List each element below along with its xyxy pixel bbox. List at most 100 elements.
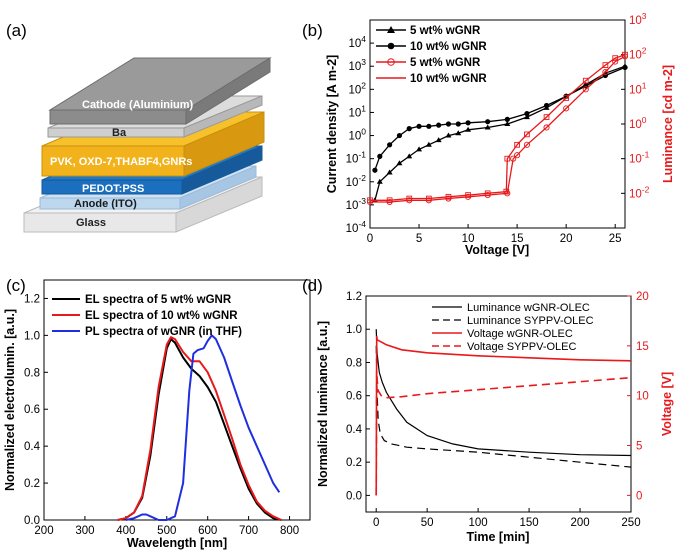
legend-d-label-3: Voltage SYPPV-OLEC (467, 341, 577, 353)
chart-b-point-1 (485, 119, 491, 125)
layer-label-cathode: Cathode (Aluminium) (82, 99, 194, 111)
chart-b-point-0 (523, 114, 530, 120)
chart-b-point-3 (367, 197, 373, 204)
chart-b-point-3 (386, 197, 393, 204)
chart-b-point-1 (377, 153, 383, 159)
chart-b-ytick-label: 10-1 (346, 150, 367, 166)
chart-c-frame (43, 279, 311, 521)
legend-b-label-2: 5 wt% wGNR (410, 57, 481, 69)
chart-b-ytick-label: 100 (348, 127, 366, 143)
chart-d-ytick-label: 0.0 (346, 490, 362, 502)
chart-b-point-1 (387, 142, 393, 148)
legend-d-label-2: Voltage wGNR-OLEC (467, 328, 573, 340)
chart-d-ytick-label: 0.4 (346, 424, 363, 436)
chart-d-ytick-label: 1.0 (346, 324, 362, 336)
chart-b-point-2 (612, 58, 619, 65)
chart-d-frame (365, 295, 632, 513)
chart-b-point-2 (602, 68, 609, 76)
chart-d-xtick-label: 50 (421, 517, 434, 529)
chart-c-xtick-label: 800 (280, 525, 299, 537)
chart-d-xtick-label: 200 (570, 517, 589, 529)
chart-d-series-line-2 (375, 335, 632, 496)
chart-b-y2tick-label: 102 (629, 46, 647, 62)
chart-b: 0 5 10 15 20 25 10-410-310-210-11001011021031… (325, 11, 675, 257)
chart-d-y2tick-label: 15 (636, 341, 649, 353)
chart-b-point-0 (484, 124, 491, 130)
chart-b-point-0 (435, 137, 442, 143)
chart-b-point-2 (543, 124, 550, 131)
chart-c-ytick-label: 0.2 (24, 478, 40, 490)
chart-d-y2tick-label: 5 (636, 441, 642, 453)
chart-b-series (366, 51, 629, 206)
chart-d-ytick-label: 0.6 (346, 391, 362, 403)
chart-b-point-0 (406, 153, 413, 159)
chart-b-x-ticks: 0 5 10 15 20 25 (367, 224, 622, 245)
chart-b-xlabel: Voltage [V] (465, 243, 529, 257)
chart-b-point-3 (425, 195, 432, 202)
chart-d-xtick-label: 100 (469, 517, 488, 529)
chart-b-point-2 (504, 190, 511, 197)
chart-b-point-3 (504, 155, 511, 162)
chart-b-point-3 (406, 195, 413, 202)
chart-b-xtick-label: 15 (511, 233, 524, 245)
chart-b-point-1 (396, 132, 403, 139)
chart-b-xtick-label: 5 (416, 233, 422, 245)
chart-c-series-line-2 (125, 334, 281, 521)
chart-d-xlabel: Time [min] (467, 530, 530, 544)
legend-b-label-1: 10 wt% wGNR (410, 41, 487, 53)
chart-d-legend: Luminance wGNR-OLEC Luminance SYPPV-OLEC… (432, 302, 594, 353)
chart-b-point-2 (582, 86, 589, 93)
chart-c-xlabel: Wavelength [nm] (127, 536, 227, 550)
chart-c-xtick-label: 300 (75, 525, 94, 537)
chart-b-point-1 (504, 116, 510, 122)
chart-b-point-1 (622, 64, 628, 70)
layer-glass-side (175, 176, 263, 233)
chart-d-y2tick-label: 10 (636, 391, 649, 403)
chart-b-point-0 (396, 160, 403, 166)
chart-d-y2tick-label: 20 (636, 291, 649, 303)
chart-b-point-2 (514, 152, 521, 159)
chart-b-ytick-label: 104 (348, 34, 366, 50)
chart-d: 0 50 100 150 200 250 0.0 0.2 0.4 0.6 0.8 1.0 1.2 0 5… (316, 291, 674, 544)
panel-label-b: (b) (302, 21, 323, 40)
chart-b-point-1 (426, 123, 432, 129)
panel-label-a: (a) (6, 21, 27, 40)
chart-d-ylabel: Normalized luminance [a.u.] (316, 321, 330, 487)
chart-b-xtick-label: 20 (560, 233, 573, 245)
chart-b-y2-ticks: 10-2 10-1 100 101 102 103 (621, 11, 650, 200)
chart-b-point-2 (510, 155, 517, 162)
chart-d-ytick-label: 1.2 (346, 291, 362, 303)
chart-b-point-1 (436, 122, 442, 128)
layer-label-anode: Anode (ITO) (74, 198, 137, 210)
layer-label-glass: Glass (76, 217, 106, 229)
chart-c-xtick-label: 600 (198, 525, 217, 537)
chart-b-point-3 (612, 55, 619, 61)
chart-b-point-1 (445, 121, 452, 127)
chart-c-x-ticks: 200 300 400 500 600 700 800 (34, 516, 299, 537)
layer-label-ba: Ba (112, 127, 127, 139)
chart-b-xtick-label: 10 (462, 233, 475, 245)
chart-b-ylabel: Current density [A m-2] (325, 55, 339, 193)
chart-d-series-line-1 (375, 345, 632, 468)
chart-b-legend: 5 wt% wGNR 10 wt% wGNR 5 wt% wGNR 10 wt%… (376, 25, 487, 85)
chart-b-y2tick-label: 10-1 (629, 150, 650, 166)
chart-b-ytick-label: 10-2 (346, 173, 367, 189)
chart-b-point-3 (543, 114, 550, 120)
chart-b-ytick-label: 102 (348, 80, 366, 96)
chart-b-point-3 (503, 188, 510, 195)
chart-b-point-3 (524, 131, 530, 138)
chart-d-xtick-label: 250 (621, 517, 640, 529)
legend-b-label-0: 5 wt% wGNR (410, 25, 481, 37)
chart-b-point-3 (484, 190, 491, 197)
chart-c-ytick-label: 1.0 (24, 330, 40, 342)
chart-c: 200 300 400 500 600 700 800 0.0 0.2 0.4 0.6 0.8 1.0… (3, 279, 311, 550)
chart-c-ytick-label: 0.8 (24, 367, 40, 379)
chart-b-point-0 (445, 132, 452, 138)
chart-b-point-1 (465, 120, 471, 126)
chart-c-ytick-label: 0.6 (24, 404, 40, 416)
chart-d-xtick-label: 150 (519, 517, 538, 529)
chart-b-point-3 (602, 62, 609, 68)
chart-c-xtick-label: 700 (239, 525, 258, 537)
legend-b-marker-1 (387, 42, 395, 50)
chart-b-point-1 (543, 102, 550, 109)
